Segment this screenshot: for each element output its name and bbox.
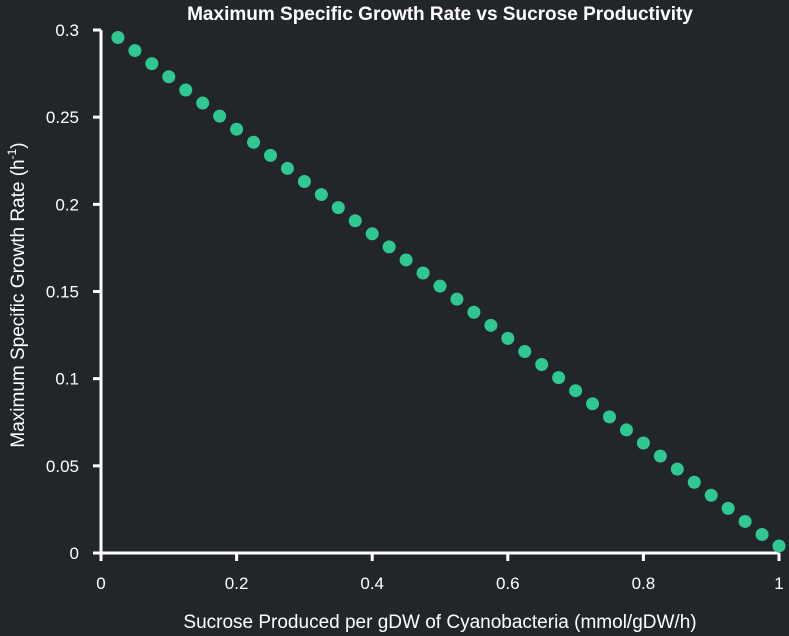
data-point [179, 83, 193, 97]
data-point [213, 109, 227, 123]
data-point [484, 318, 498, 332]
data-point [721, 501, 735, 515]
data-point [636, 436, 650, 450]
data-point [230, 122, 244, 136]
data-point [196, 96, 210, 110]
x-tick-label: 1 [774, 574, 783, 593]
y-axis-label-main: Maximum Specific Growth Rate (h [8, 159, 29, 447]
data-point [501, 331, 515, 345]
y-axis-label-end: ) [8, 142, 29, 148]
data-point [518, 344, 532, 358]
data-point [687, 475, 701, 489]
data-point [755, 528, 769, 542]
data-point [552, 371, 566, 385]
data-point [264, 148, 277, 162]
data-point [399, 253, 413, 267]
x-tick-label: 0.2 [225, 574, 249, 593]
data-point [586, 397, 600, 411]
axes: 0 0.2 0.4 0.6 0.8 1 0 0.05 0.1 0.15 0.2 0.25 0.3 [46, 21, 784, 593]
data-point [653, 449, 667, 463]
y-tick-label: 0.2 [55, 195, 79, 214]
data-point [247, 135, 261, 149]
data-point [450, 292, 464, 306]
x-tick-label: 0.6 [496, 574, 520, 593]
y-tick-label: 0.25 [46, 108, 79, 127]
data-point [738, 514, 752, 528]
x-tick-label: 0 [96, 574, 105, 593]
y-axis-label-superscript: -1 [5, 148, 19, 159]
data-point [772, 539, 786, 553]
data-point [348, 214, 362, 228]
data-point [111, 30, 125, 44]
y-tick-label: 0 [70, 544, 79, 563]
data-point [535, 358, 549, 372]
data-point [382, 240, 396, 254]
data-point [331, 201, 345, 215]
data-point [467, 305, 481, 319]
data-point [704, 488, 718, 502]
data-point [314, 188, 328, 202]
y-tick-label: 0.15 [46, 283, 79, 302]
data-point [128, 44, 142, 58]
data-point [365, 227, 379, 241]
data-point [280, 161, 294, 175]
x-tick-label: 0.8 [632, 574, 656, 593]
data-point [297, 174, 311, 188]
x-tick-label: 0.4 [360, 574, 384, 593]
x-axis-label: Sucrose Produced per gDW of Cyanobacteri… [183, 612, 696, 633]
y-tick-label: 0.3 [55, 21, 79, 40]
data-point [619, 423, 633, 437]
chart-title: Maximum Specific Growth Rate vs Sucrose … [187, 4, 693, 25]
data-point [162, 70, 176, 84]
y-axis-label: Maximum Specific Growth Rate (h-1) [5, 142, 29, 447]
y-tick-label: 0.05 [46, 457, 79, 476]
y-tick-label: 0.1 [55, 370, 79, 389]
data-point [670, 462, 684, 476]
data-point [603, 410, 616, 424]
data-points [111, 30, 786, 553]
data-point [433, 279, 447, 293]
data-point [145, 57, 159, 71]
data-point [569, 384, 583, 398]
data-point [416, 266, 430, 280]
